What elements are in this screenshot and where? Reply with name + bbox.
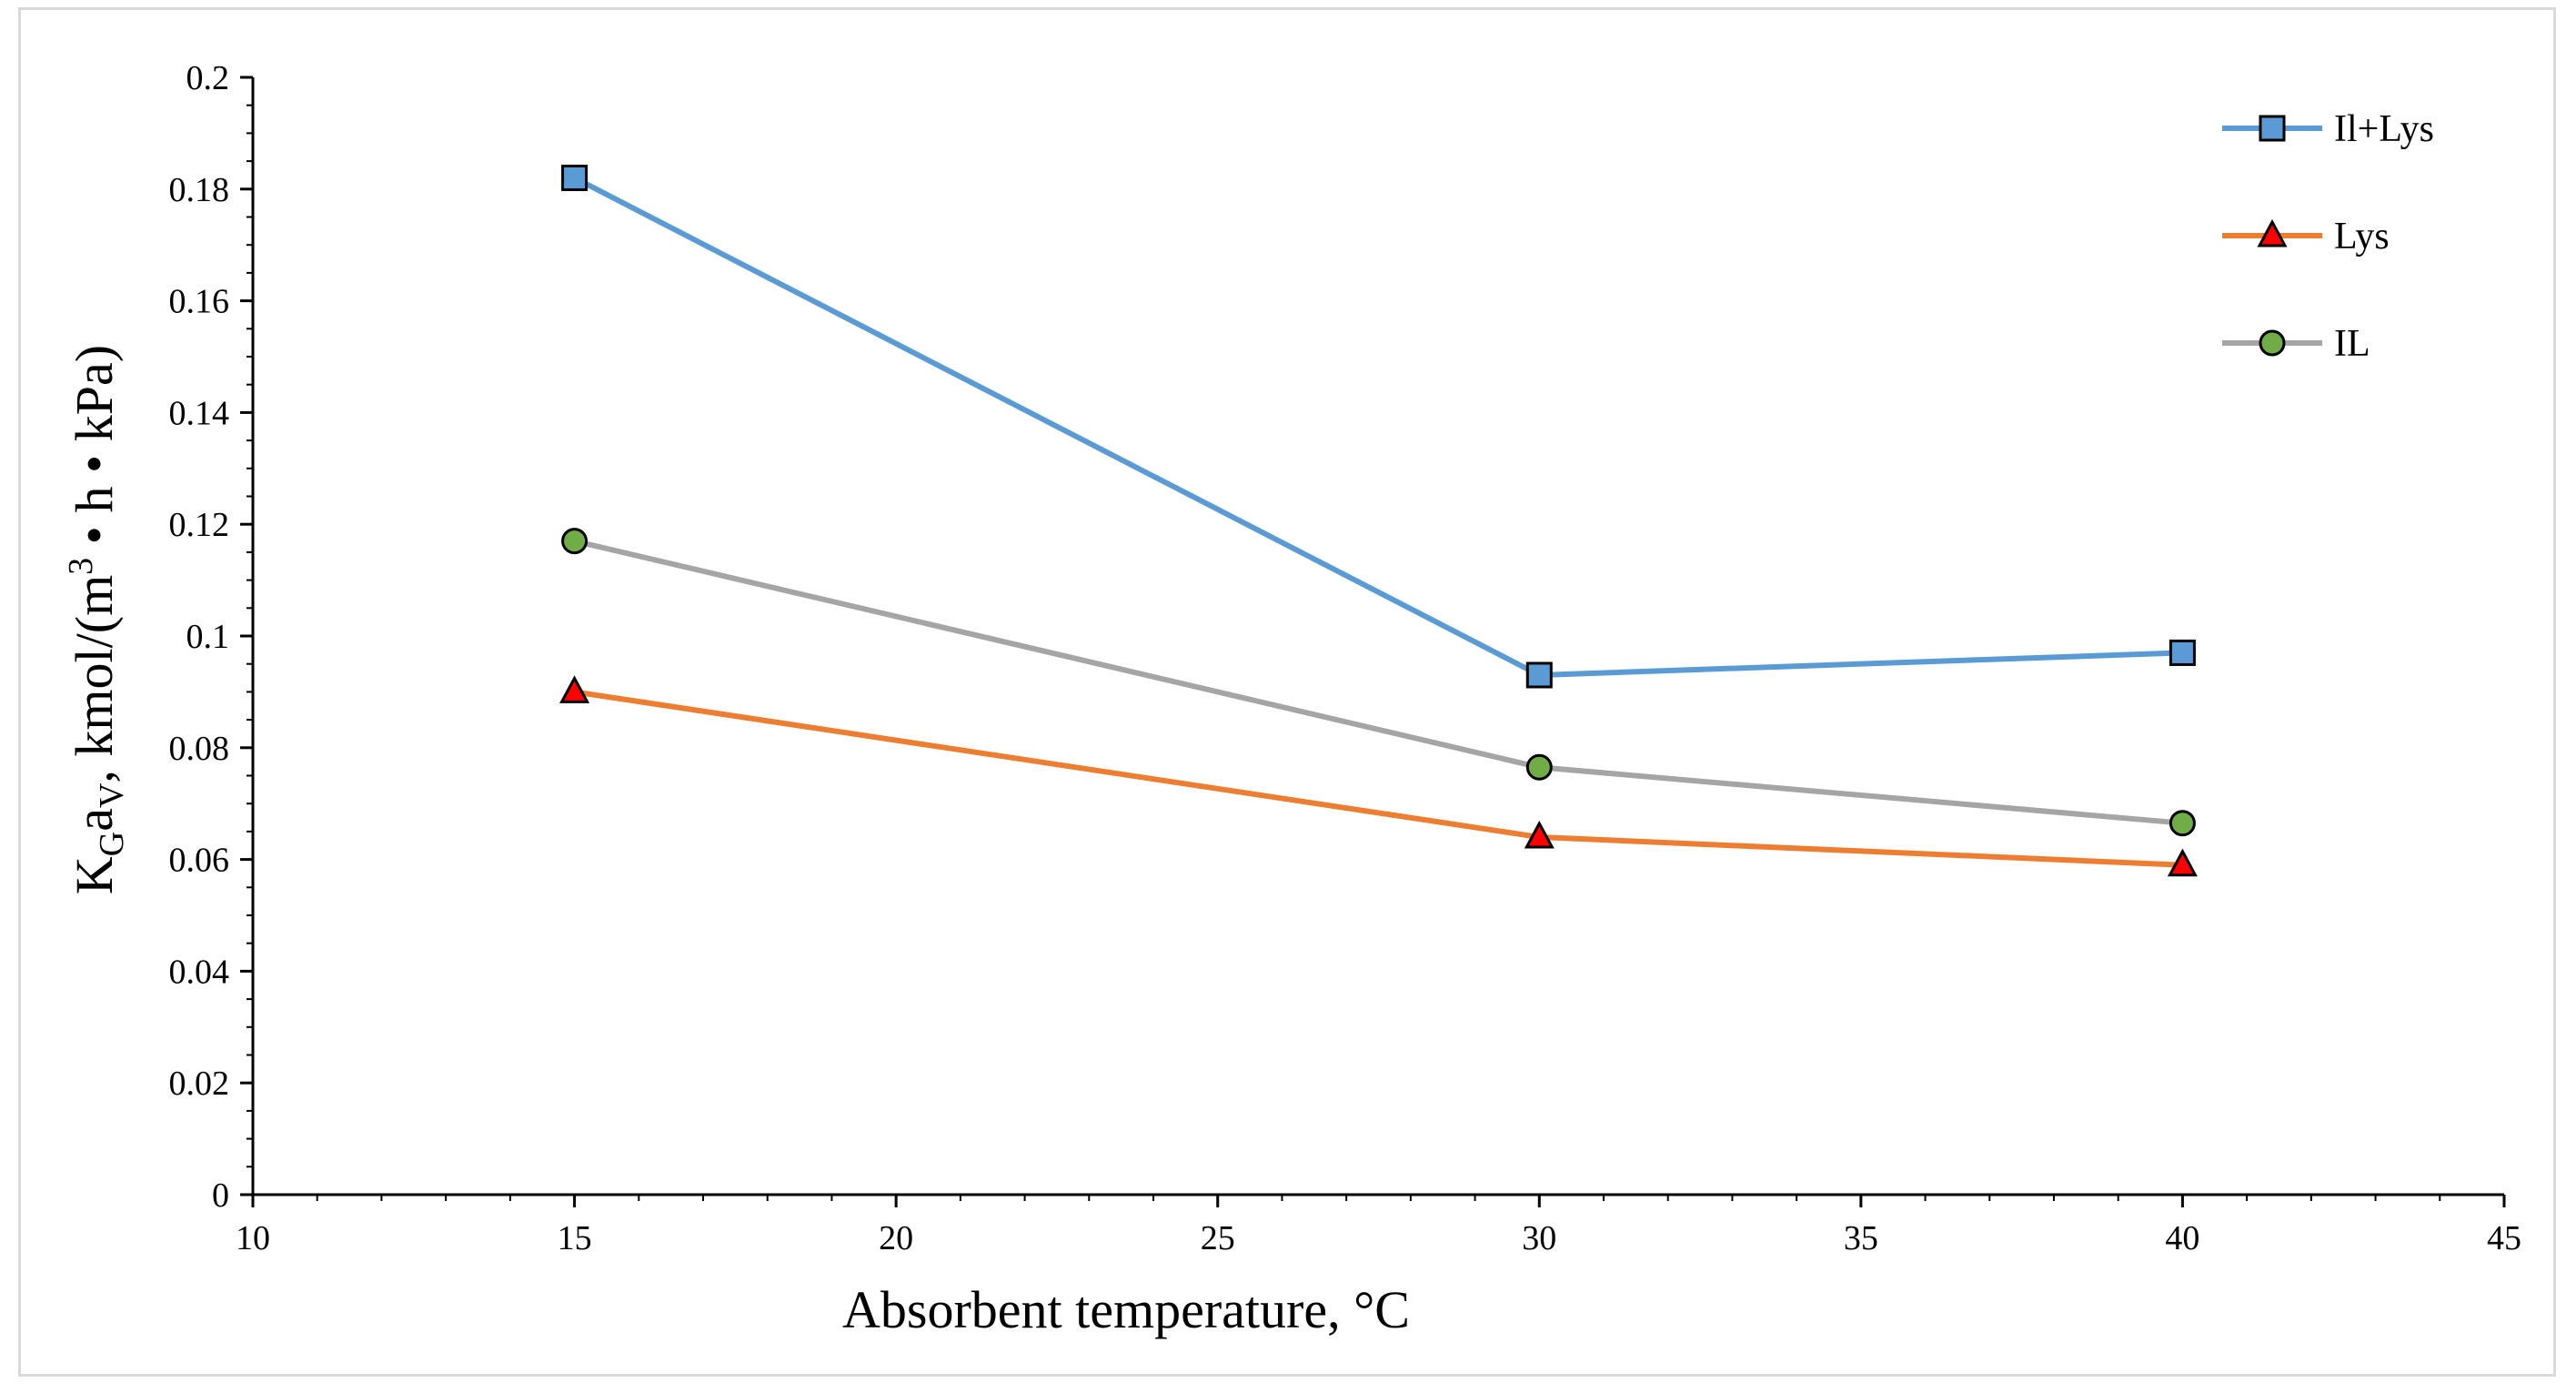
series-il-lys — [561, 165, 2196, 689]
y-title-sub-g: G — [93, 832, 131, 856]
legend: Il+Lys Lys IL — [2222, 108, 2434, 365]
y-tick-label: 0.04 — [169, 953, 230, 991]
x-tick-label: 20 — [879, 1219, 913, 1257]
y-tick-label: 0 — [212, 1176, 229, 1215]
y-title-a: a — [65, 808, 124, 832]
legend-marker-il — [2259, 329, 2286, 357]
x-tick-label: 25 — [1201, 1219, 1235, 1257]
legend-label-il-lys: Il+Lys — [2334, 108, 2434, 150]
y-tick-label: 0.16 — [169, 283, 230, 321]
x-axis-title: Absorbent temperature, °C — [842, 1280, 1410, 1339]
y-title-k: K — [65, 856, 124, 894]
y-title-tail: • h • kPa) — [65, 345, 124, 558]
data-point-lys — [559, 675, 590, 703]
legend-label-il: IL — [2334, 323, 2370, 365]
legend-label-lys: Lys — [2334, 216, 2390, 257]
legend-entry-il: IL — [2222, 323, 2370, 365]
y-tick-label: 0.08 — [169, 730, 230, 768]
series-line-lys — [574, 689, 2183, 868]
y-title-sub-v: V — [93, 782, 131, 808]
chart-frame: 0 0.02 0.04 0.06 0.08 0.1 0.12 0.14 0.16 0.18 0.2 1… — [18, 7, 2556, 1377]
series-il — [561, 528, 2196, 837]
y-tick-label: 0.12 — [169, 506, 230, 544]
x-tick-label: 15 — [558, 1219, 592, 1257]
y-title-rest: , kmol/(m — [65, 575, 124, 783]
series-line-il — [573, 538, 2183, 826]
data-point-il — [1525, 753, 1553, 781]
y-axis-title: KGaV, kmol/(m3 • h • kPa) — [62, 345, 131, 894]
data-point-il-lys — [561, 165, 589, 192]
x-tick-label: 45 — [2487, 1219, 2521, 1257]
x-tick-label: 10 — [236, 1219, 270, 1257]
axes: 0 0.02 0.04 0.06 0.08 0.1 0.12 0.14 0.16 0.18 0.2 1… — [169, 59, 2522, 1257]
x-tick-label: 30 — [1522, 1219, 1556, 1257]
data-point-il-lys — [2168, 639, 2196, 666]
data-point-lys — [1524, 820, 1555, 849]
data-point-lys — [2167, 848, 2198, 877]
data-point-il-lys — [1525, 661, 1553, 689]
series-lys — [559, 675, 2198, 877]
legend-marker-lys — [2257, 218, 2288, 247]
line-chart: 0 0.02 0.04 0.06 0.08 0.1 0.12 0.14 0.16 0.18 0.2 1… — [62, 59, 2522, 1339]
x-tick-label: 35 — [1844, 1219, 1878, 1257]
series-line-il-lys — [573, 175, 2183, 678]
data-point-il — [561, 528, 589, 555]
y-tick-label: 0.02 — [169, 1065, 230, 1103]
legend-entry-lys: Lys — [2222, 216, 2390, 257]
y-tick-label: 0.2 — [186, 59, 230, 97]
y-tick-label: 0.1 — [186, 618, 230, 656]
y-tick-label: 0.14 — [169, 394, 230, 432]
y-title-sup: 3 — [62, 558, 100, 575]
legend-marker-il-lys — [2259, 115, 2286, 142]
legend-entry-il-lys: Il+Lys — [2222, 108, 2434, 150]
data-point-il — [2168, 810, 2196, 837]
series-layer — [559, 165, 2198, 877]
x-tick-label: 40 — [2165, 1219, 2199, 1257]
y-tick-label: 0.18 — [169, 171, 230, 209]
y-tick-label: 0.06 — [169, 842, 230, 880]
